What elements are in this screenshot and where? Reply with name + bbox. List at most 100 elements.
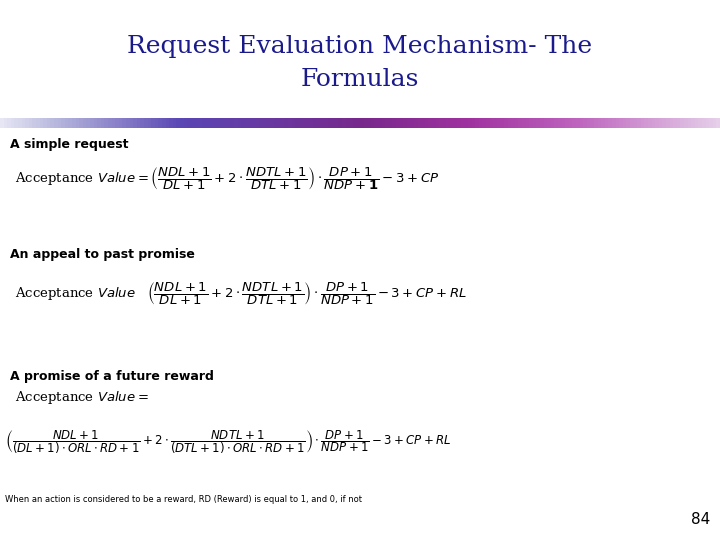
Bar xyxy=(241,118,246,128)
Bar xyxy=(292,118,296,128)
Bar xyxy=(662,118,667,128)
Bar xyxy=(259,118,264,128)
Bar xyxy=(374,118,379,128)
Bar xyxy=(169,118,174,128)
Bar xyxy=(281,118,285,128)
Bar xyxy=(7,118,12,128)
Bar xyxy=(342,118,346,128)
Bar xyxy=(148,118,152,128)
Bar xyxy=(227,118,231,128)
Bar xyxy=(648,118,652,128)
Bar xyxy=(551,118,555,128)
Bar xyxy=(446,118,451,128)
Bar xyxy=(353,118,357,128)
Bar xyxy=(439,118,444,128)
Bar xyxy=(166,118,170,128)
Bar xyxy=(0,118,4,128)
Bar xyxy=(680,118,685,128)
Bar xyxy=(18,118,22,128)
Bar xyxy=(493,118,498,128)
Bar xyxy=(461,118,465,128)
Bar xyxy=(180,118,184,128)
Bar xyxy=(29,118,33,128)
Bar xyxy=(86,118,91,128)
Bar xyxy=(418,118,422,128)
Bar xyxy=(306,118,310,128)
Bar xyxy=(194,118,199,128)
Bar xyxy=(436,118,440,128)
Bar xyxy=(158,118,163,128)
Bar xyxy=(295,118,300,128)
Bar xyxy=(356,118,361,128)
Bar xyxy=(392,118,397,128)
Bar xyxy=(108,118,112,128)
Bar xyxy=(32,118,37,128)
Bar xyxy=(320,118,325,128)
Bar xyxy=(184,118,188,128)
Bar xyxy=(115,118,120,128)
Text: $\left(\dfrac{NDL+1}{(DL+1)\cdot ORL \cdot RD+1} + 2 \cdot \dfrac{NDTL+1}{(DTL+1: $\left(\dfrac{NDL+1}{(DL+1)\cdot ORL \cd… xyxy=(5,428,451,456)
Bar xyxy=(544,118,548,128)
Bar xyxy=(50,118,55,128)
Bar xyxy=(61,118,66,128)
Bar xyxy=(670,118,674,128)
Bar xyxy=(288,118,292,128)
Bar xyxy=(263,118,267,128)
Text: 84: 84 xyxy=(690,512,710,528)
Text: An appeal to past promise: An appeal to past promise xyxy=(10,248,195,261)
Bar xyxy=(94,118,98,128)
Bar xyxy=(500,118,505,128)
Bar xyxy=(205,118,210,128)
Bar xyxy=(716,118,720,128)
Bar xyxy=(137,118,141,128)
Bar xyxy=(400,118,404,128)
Bar xyxy=(173,118,177,128)
Bar xyxy=(364,118,368,128)
Bar xyxy=(130,118,134,128)
Bar xyxy=(14,118,19,128)
Bar xyxy=(486,118,490,128)
Bar xyxy=(468,118,472,128)
Bar xyxy=(65,118,69,128)
Bar xyxy=(349,118,354,128)
Bar xyxy=(533,118,537,128)
Bar xyxy=(202,118,206,128)
Bar xyxy=(396,118,400,128)
Bar xyxy=(637,118,642,128)
Bar xyxy=(644,118,649,128)
Bar xyxy=(335,118,339,128)
Bar xyxy=(144,118,148,128)
Bar xyxy=(482,118,487,128)
Bar xyxy=(302,118,307,128)
Bar xyxy=(317,118,321,128)
Bar xyxy=(706,118,710,128)
Bar xyxy=(536,118,541,128)
Bar xyxy=(119,118,123,128)
Bar xyxy=(245,118,249,128)
Bar xyxy=(608,118,613,128)
Bar xyxy=(594,118,598,128)
Bar xyxy=(220,118,224,128)
Bar xyxy=(83,118,87,128)
Bar xyxy=(410,118,415,128)
Bar xyxy=(659,118,663,128)
Bar xyxy=(270,118,274,128)
Bar xyxy=(547,118,552,128)
Bar xyxy=(518,118,523,128)
Bar xyxy=(598,118,602,128)
Bar xyxy=(454,118,458,128)
Bar xyxy=(652,118,656,128)
Bar xyxy=(475,118,480,128)
Text: Formulas: Formulas xyxy=(301,68,419,91)
Bar xyxy=(389,118,393,128)
Bar xyxy=(655,118,660,128)
Bar xyxy=(43,118,48,128)
Bar xyxy=(230,118,235,128)
Bar xyxy=(702,118,706,128)
Bar xyxy=(540,118,544,128)
Bar xyxy=(324,118,328,128)
Bar xyxy=(90,118,94,128)
Bar xyxy=(443,118,447,128)
Bar xyxy=(695,118,699,128)
Bar xyxy=(616,118,620,128)
